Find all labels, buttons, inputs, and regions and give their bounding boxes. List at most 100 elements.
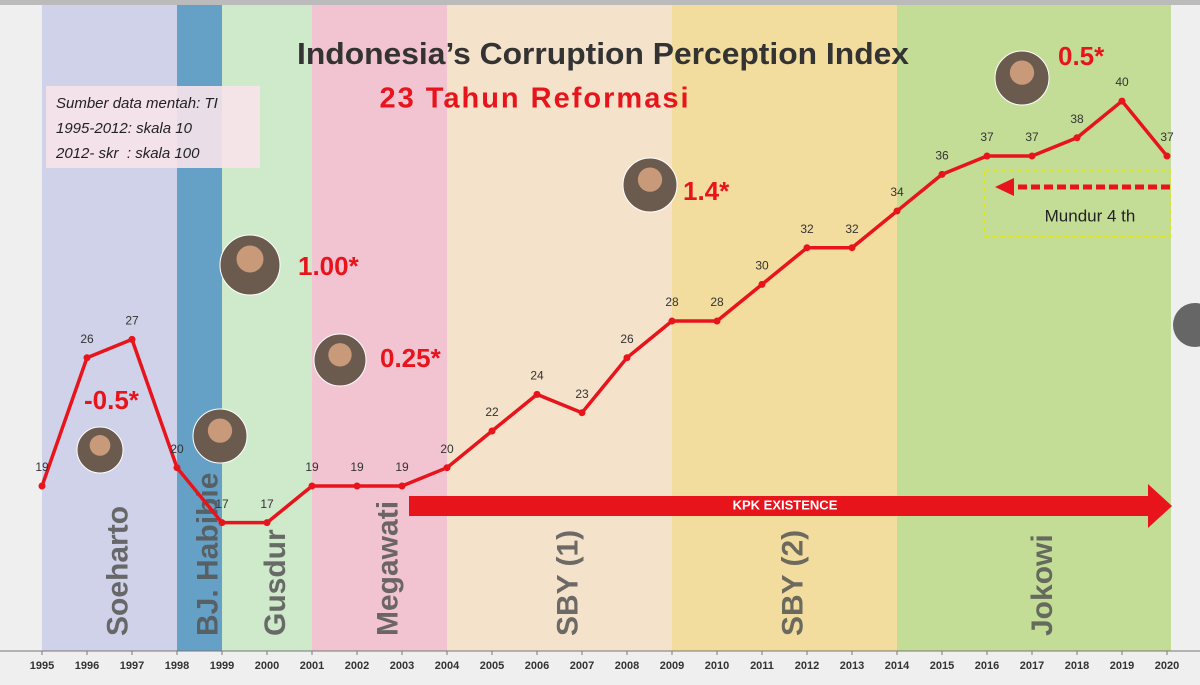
x-tick-label: 2019 [1110, 660, 1134, 672]
data-point [1073, 134, 1081, 142]
x-tick-label: 2005 [480, 660, 504, 672]
source-line: Sumber data mentah: TI [56, 95, 218, 112]
x-tick-label: 2003 [390, 660, 414, 672]
data-point [173, 464, 181, 472]
side-button[interactable] [1173, 303, 1200, 347]
data-point [938, 170, 946, 178]
x-tick-label: 2017 [1020, 660, 1044, 672]
kpk-label: KPK EXISTENCE [733, 497, 838, 512]
data-point [803, 244, 811, 252]
period-label: SBY (1) [551, 530, 584, 636]
period-band [672, 5, 897, 651]
data-label: 24 [530, 369, 544, 383]
plot: 1995 1996 1997 1998 1999 2000 2001 2002 2003 2004… [0, 41, 1200, 685]
period-label: Gusdur [259, 529, 292, 636]
data-label: 37 [1160, 130, 1174, 144]
data-label: 26 [80, 332, 94, 346]
data-point [128, 335, 136, 343]
portrait-face [89, 435, 111, 456]
data-label: 19 [395, 460, 409, 474]
setback-box [984, 169, 1171, 237]
x-tick-label: 1997 [120, 660, 144, 672]
annotation: 1.00* [298, 251, 360, 281]
data-label: 19 [35, 460, 49, 474]
data-point [308, 482, 316, 490]
portrait-face [236, 245, 264, 273]
data-label: 37 [980, 130, 994, 144]
x-tick-label: 2004 [435, 660, 460, 672]
x-tick-label: 2015 [930, 660, 954, 672]
setback-label: Mundur 4 th [1045, 206, 1136, 225]
kpk-arrow [409, 484, 1172, 528]
portrait-face [1009, 60, 1035, 85]
data-point [713, 317, 721, 325]
portrait-face [637, 167, 663, 192]
data-point [488, 427, 496, 435]
data-point [263, 519, 271, 527]
annotation: 0.5* [1058, 41, 1105, 71]
data-label: 36 [935, 149, 949, 163]
portraits [76, 50, 1050, 474]
x-tick-label: 2016 [975, 660, 999, 672]
data-label: 32 [800, 222, 814, 236]
data-label: 19 [305, 460, 319, 474]
data-label: 30 [755, 259, 769, 273]
data-label: 27 [125, 314, 139, 328]
data-point [38, 482, 46, 490]
annotation: 1.4* [683, 176, 730, 206]
x-tick-label: 1995 [30, 660, 54, 672]
data-line [40, 99, 1169, 525]
data-point [398, 482, 406, 490]
x-tick-label: 2000 [255, 660, 279, 672]
top-border [0, 0, 1200, 5]
data-label: 17 [215, 497, 229, 511]
annotation: 0.25* [380, 343, 442, 373]
data-label: 17 [260, 497, 274, 511]
data-point [1028, 152, 1036, 160]
data-label: 37 [1025, 130, 1039, 144]
source-line: 1995-2012: skala 10 [56, 120, 193, 137]
x-tick-label: 2002 [345, 660, 369, 672]
data-label: 26 [620, 332, 634, 346]
x-tick-label: 2010 [705, 660, 729, 672]
source-box [46, 86, 260, 168]
data-label: 40 [1115, 75, 1129, 89]
data-point [893, 207, 901, 215]
data-label: 38 [1070, 112, 1084, 126]
annotation: -0.5* [84, 385, 140, 415]
period-band [312, 5, 447, 651]
period-label: Megawati [371, 501, 404, 636]
chart-subtitle: 23 Tahun Reformasi [379, 83, 690, 115]
x-tick-label: 2020 [1155, 660, 1179, 672]
period-label: SBY (2) [776, 530, 809, 636]
chart-title: Indonesia’s Corruption Perception Index [297, 36, 910, 71]
data-point [623, 354, 631, 362]
x-tick-label: 1996 [75, 660, 99, 672]
x-tick-label: 2008 [615, 660, 639, 672]
data-label: 28 [665, 295, 679, 309]
data-point [533, 390, 541, 398]
x-tick-label: 2007 [570, 660, 594, 672]
data-label: 19 [350, 460, 364, 474]
x-tick-label: 2018 [1065, 660, 1089, 672]
x-tick-label: 2006 [525, 660, 549, 672]
period-band [447, 5, 672, 651]
data-point [1163, 152, 1171, 160]
data-point [218, 519, 226, 527]
x-tick-label: 2009 [660, 660, 684, 672]
data-label: 20 [170, 442, 184, 456]
data-point [578, 409, 586, 417]
x-tick-label: 2001 [300, 660, 324, 672]
data-point [758, 280, 766, 288]
data-point [848, 244, 856, 252]
portrait-face [207, 418, 233, 443]
x-tick-label: 1998 [165, 660, 189, 672]
period-label: BJ. Habibie [191, 473, 224, 636]
data-point [668, 317, 676, 325]
data-label: 34 [890, 185, 904, 199]
data-point [83, 354, 91, 362]
setback-arrowhead [995, 178, 1014, 196]
x-tick-label: 2014 [885, 660, 910, 672]
period-label: Soeharto [101, 506, 134, 636]
